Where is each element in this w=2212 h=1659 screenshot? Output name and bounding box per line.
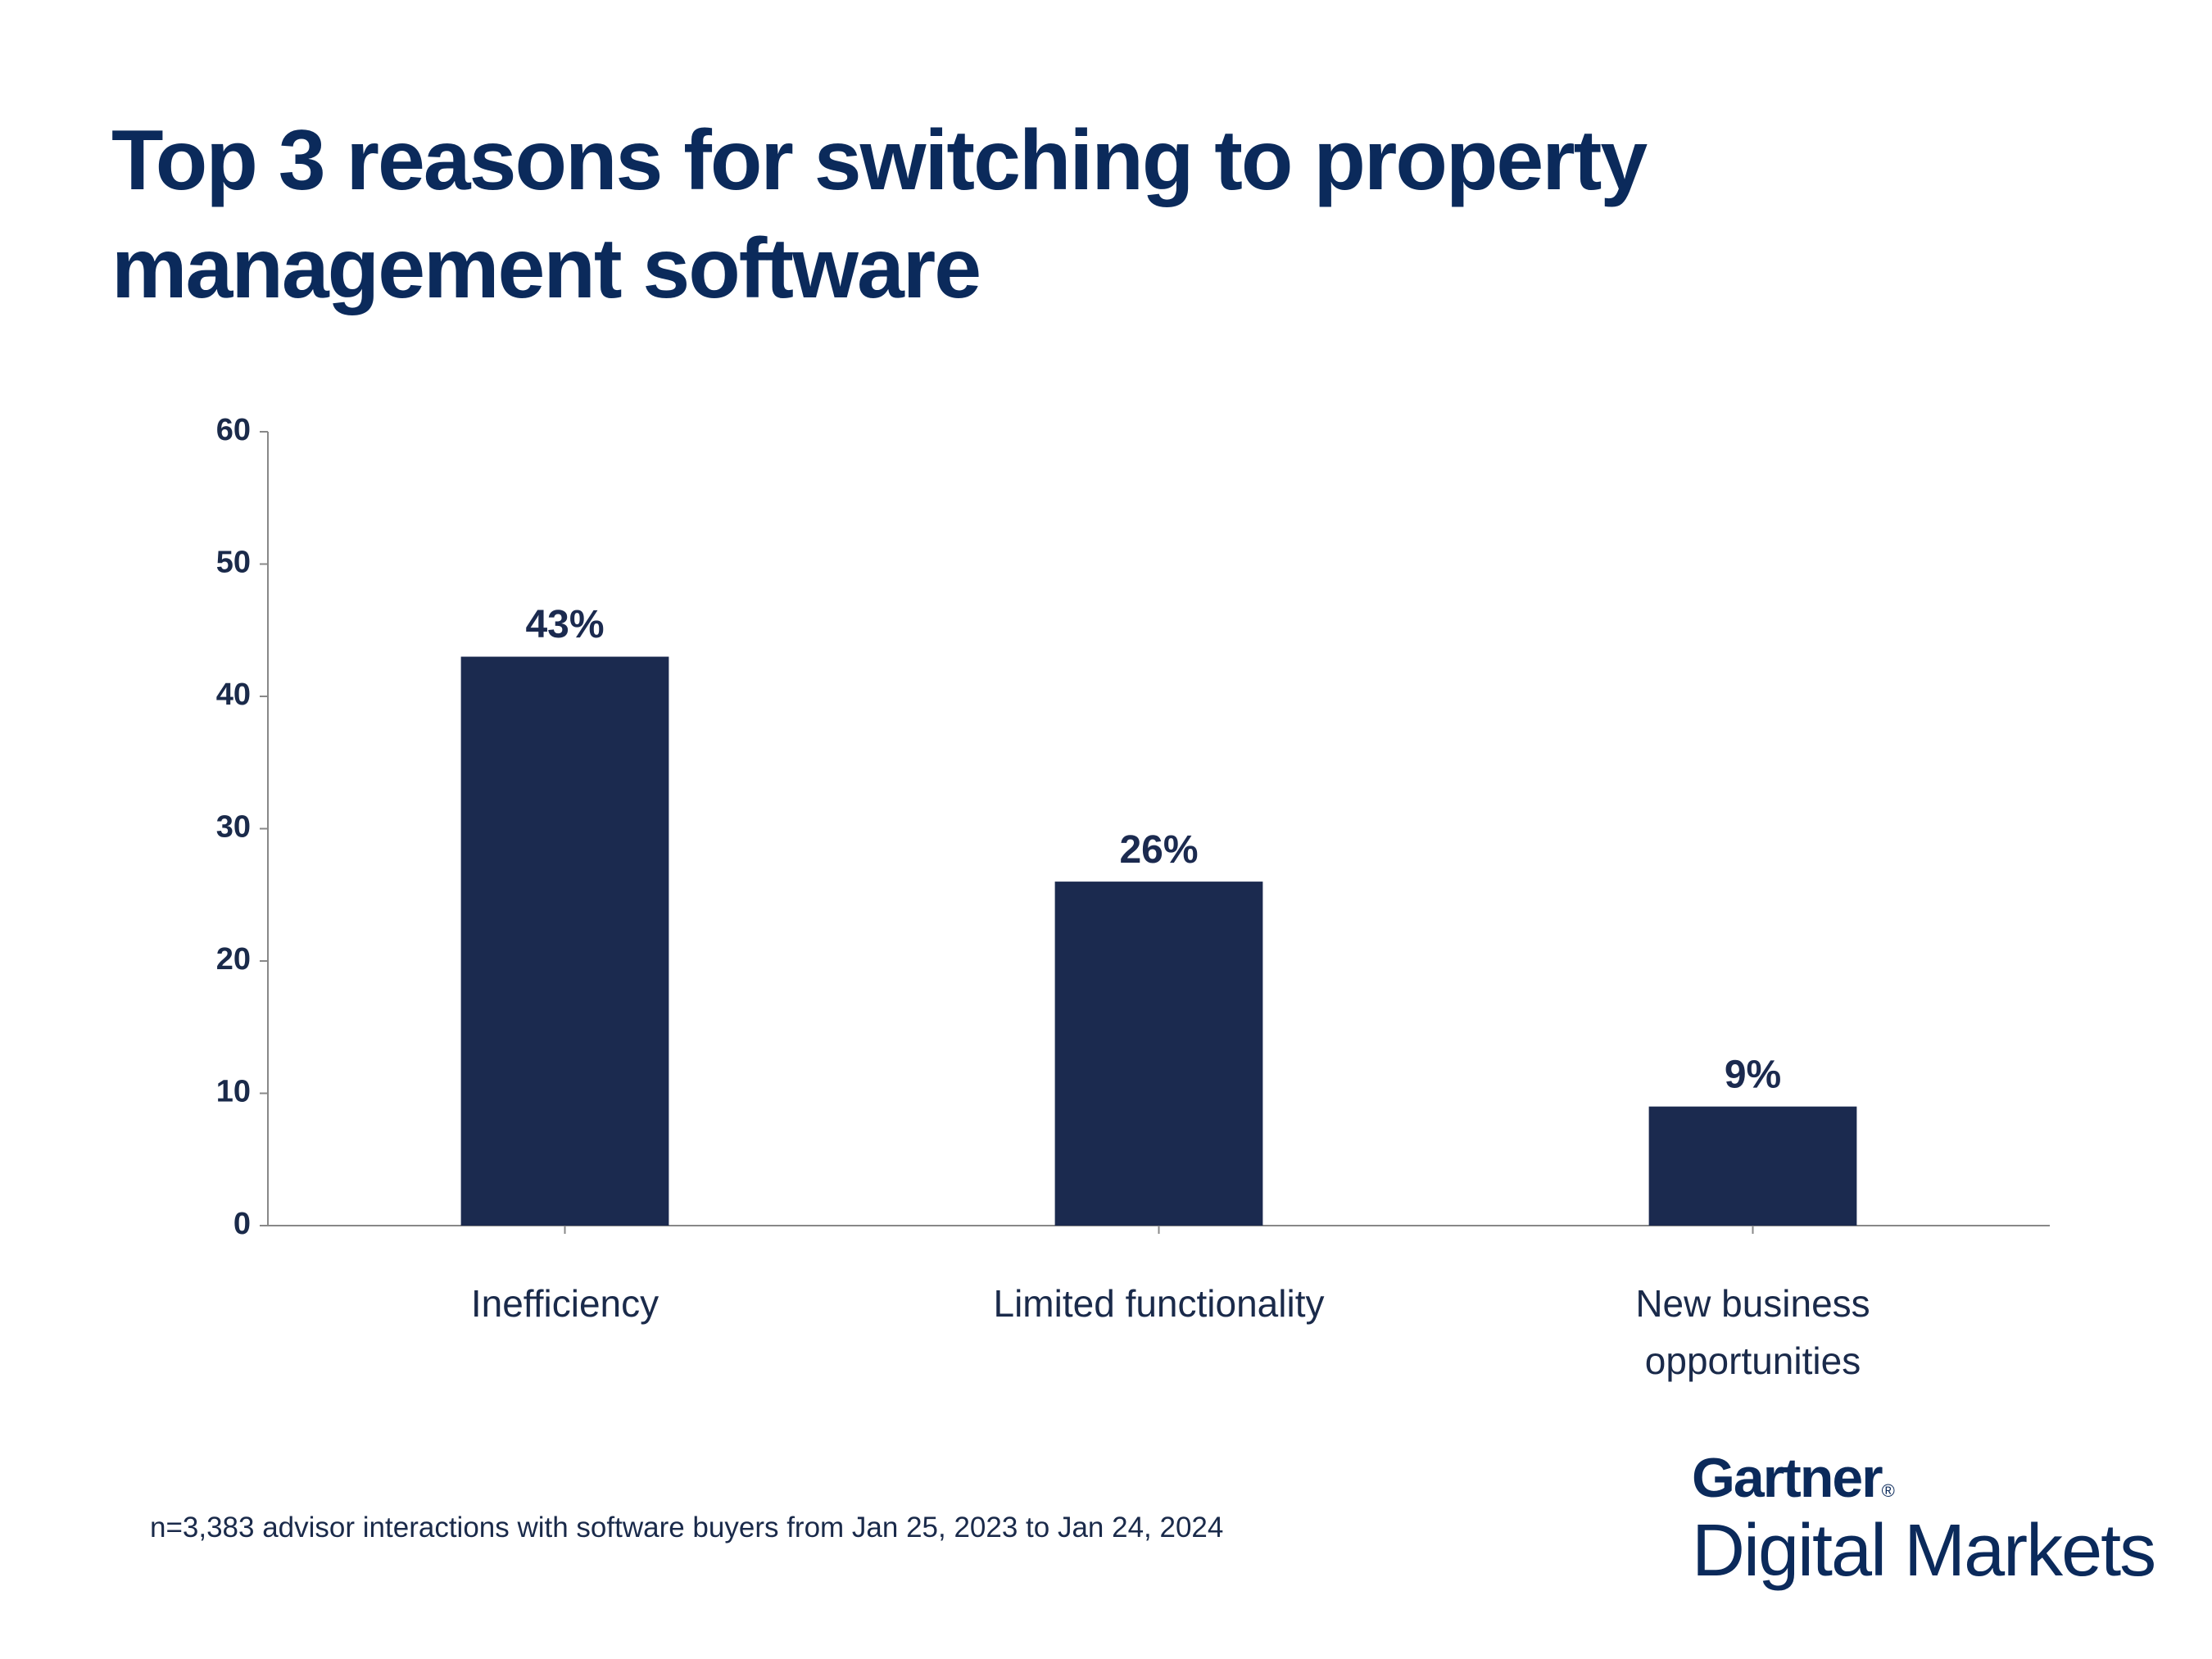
y-tick-label: 50 [216,546,251,580]
y-tick-label: 30 [216,810,251,845]
x-tick-label: Inefficiency [470,1282,660,1325]
brand-mark: ® [1881,1480,1895,1501]
bar [1054,882,1263,1226]
value-label: 43% [525,603,604,646]
brand-subtitle: Digital Markets [1692,1510,2156,1592]
y-tick-label: 10 [216,1075,251,1109]
chart-title: Top 3 reasons for switching to property … [111,113,1648,316]
bar [1648,1106,1857,1226]
y-tick-label: 20 [216,942,251,977]
value-label: 26% [1119,828,1198,872]
x-tick-label: New business opportunities [1635,1282,1870,1382]
x-tick-label: Limited functionality [993,1282,1325,1325]
brand-name: Gartner [1692,1447,1883,1509]
value-label: 9% [1725,1053,1781,1096]
y-tick-label: 60 [216,413,251,447]
y-tick-label: 40 [216,678,251,712]
footnote: n=3,383 advisor interactions with softwa… [150,1512,1224,1543]
bar [460,656,669,1226]
y-tick-label: 0 [233,1207,251,1241]
brand-logo: Gartner® Digital Markets [1692,1446,2156,1592]
